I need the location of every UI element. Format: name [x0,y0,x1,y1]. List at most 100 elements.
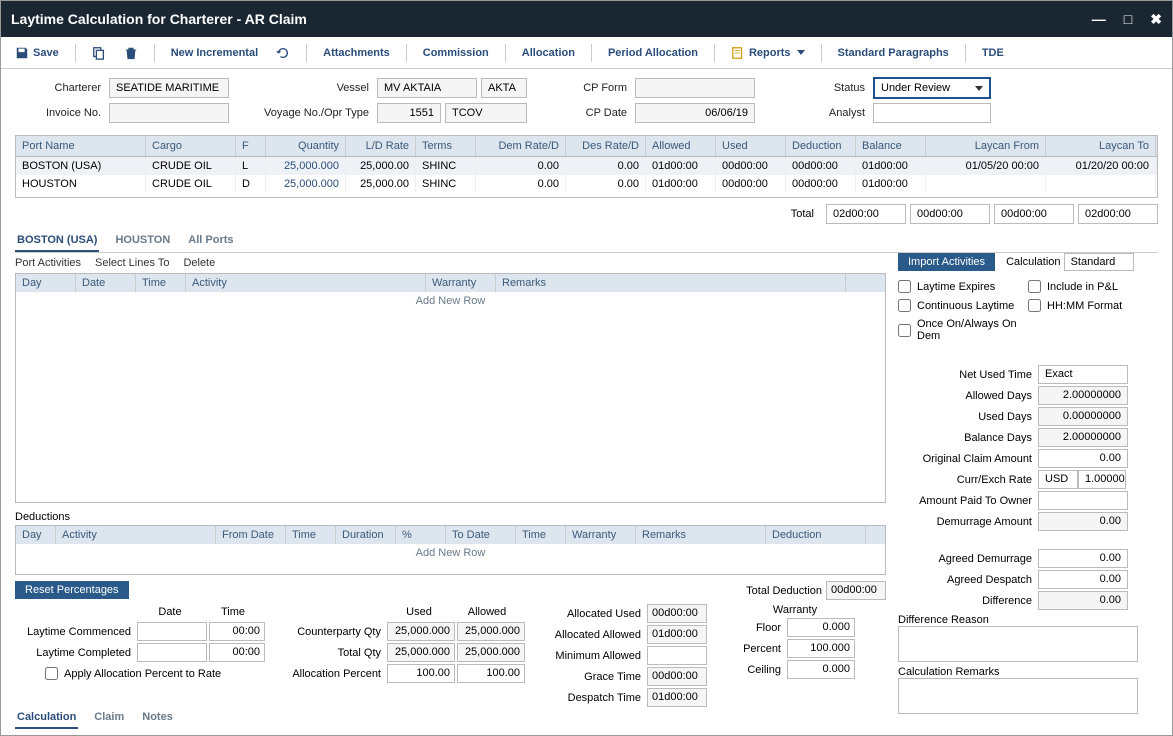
calculation-select[interactable]: Standard [1064,253,1134,271]
min-allowed-value[interactable] [647,646,707,665]
bottom-tab[interactable]: Calculation [15,707,78,729]
detail-value[interactable]: Exact [1038,365,1128,384]
tde-button[interactable]: TDE [976,43,1010,63]
activities-sublink[interactable]: Select Lines To [95,257,169,269]
deductions-col-header[interactable]: Time [286,526,336,544]
activities-sublink[interactable]: Delete [183,257,215,269]
reset-percentages-button[interactable]: Reset Percentages [15,581,129,599]
period-allocation-button[interactable]: Period Allocation [602,43,704,63]
difference-reason-field[interactable] [898,626,1138,662]
bottom-tab[interactable]: Notes [140,707,175,729]
cp-form-field[interactable] [635,78,755,98]
close-icon[interactable]: ✖ [1150,11,1162,28]
option-checkbox[interactable] [898,324,911,337]
deductions-col-header[interactable]: To Date [446,526,516,544]
agreed-value[interactable]: 0.00 [1038,549,1128,568]
bottom-tab[interactable]: Claim [92,707,126,729]
new-incremental-button[interactable]: New Incremental [165,43,264,63]
save-button[interactable]: Save [9,42,65,64]
agreed-value[interactable]: 0.00 [1038,570,1128,589]
analyst-field[interactable] [873,103,991,123]
percent-value[interactable]: 100.000 [787,639,855,658]
ports-col-header[interactable]: L/D Rate [346,136,416,156]
deductions-col-header[interactable]: Time [516,526,566,544]
port-tab[interactable]: HOUSTON [113,230,172,252]
ports-col-header[interactable]: Allowed [646,136,716,156]
alloc-pct-used[interactable]: 100.00 [387,664,455,683]
ports-col-header[interactable]: Laycan To [1046,136,1156,156]
activities-grid-body[interactable]: Add New Row [16,292,885,502]
detail-value[interactable]: 0.00 [1038,449,1128,468]
add-activity-row[interactable]: Add New Row [16,292,885,310]
apply-allocation-checkbox[interactable] [45,667,58,680]
ports-col-header[interactable]: Des Rate/D [566,136,646,156]
floor-value[interactable]: 0.000 [787,618,855,637]
activities-col-header[interactable]: Time [136,274,186,292]
cp-date-field[interactable]: 06/06/19 [635,103,755,123]
ports-col-header[interactable]: Deduction [786,136,856,156]
activities-col-header[interactable]: Activity [186,274,426,292]
ports-col-header[interactable]: Balance [856,136,926,156]
option-checkbox[interactable] [898,280,911,293]
ports-col-header[interactable]: Cargo [146,136,236,156]
allocation-button[interactable]: Allocation [516,43,581,63]
ports-row[interactable]: BOSTON (USA)CRUDE OILL25,000.00025,000.0… [16,157,1157,175]
ports-col-header[interactable]: F [236,136,266,156]
minimize-icon[interactable]: — [1092,11,1106,27]
alloc-pct-allowed[interactable]: 100.00 [457,664,525,683]
commission-button[interactable]: Commission [417,43,495,63]
port-tab[interactable]: All Ports [186,230,235,252]
ports-col-header[interactable]: Laycan From [926,136,1046,156]
deductions-col-header[interactable]: Deduction [766,526,866,544]
deductions-col-header[interactable]: Remarks [636,526,766,544]
charterer-field[interactable]: SEATIDE MARITIME [109,78,229,98]
deductions-grid-body[interactable]: Add New Row [16,544,885,574]
import-activities-button[interactable]: Import Activities [898,253,995,271]
calc-remarks-field[interactable] [898,678,1138,714]
option-checkbox[interactable] [1028,280,1041,293]
attachments-button[interactable]: Attachments [317,43,396,63]
laytime-commenced-date[interactable] [137,622,207,641]
delete-button[interactable] [118,42,144,64]
detail-value[interactable]: 1.00000 [1078,470,1126,489]
maximize-icon[interactable]: □ [1124,11,1132,27]
ports-col-header[interactable]: Port Name [16,136,146,156]
ports-col-header[interactable]: Dem Rate/D [476,136,566,156]
standard-paragraphs-button[interactable]: Standard Paragraphs [832,43,955,63]
opr-type-field[interactable]: TCOV [445,103,527,123]
option-checkbox[interactable] [1028,299,1041,312]
laytime-commenced-time[interactable]: 00:00 [209,622,265,641]
port-tab[interactable]: BOSTON (USA) [15,230,99,252]
add-deduction-row[interactable]: Add New Row [16,544,885,562]
vessel-code-field[interactable]: AKTA [481,78,527,98]
deductions-col-header[interactable]: % [396,526,446,544]
activities-col-header[interactable]: Day [16,274,76,292]
status-select[interactable]: Under Review [873,77,991,99]
reports-button[interactable]: Reports [725,42,811,64]
deductions-col-header[interactable]: Duration [336,526,396,544]
copy-button[interactable] [86,42,112,64]
ports-col-header[interactable]: Used [716,136,786,156]
detail-prefix[interactable]: USD [1038,470,1078,489]
activities-col-header[interactable]: Date [76,274,136,292]
ports-col-header[interactable]: Quantity [266,136,346,156]
ports-col-header[interactable]: Terms [416,136,476,156]
detail-value[interactable] [1038,491,1128,510]
voyage-no-field[interactable]: 1551 [377,103,441,123]
option-checkbox[interactable] [898,299,911,312]
vessel-field[interactable]: MV AKTAIA [377,78,477,98]
deductions-col-header[interactable]: Activity [56,526,216,544]
detail-row: Demurrage Amount0.00 [898,512,1158,531]
refresh-button[interactable] [270,42,296,64]
activities-sublink[interactable]: Port Activities [15,257,81,269]
invoice-no-field[interactable] [109,103,229,123]
ceiling-value[interactable]: 0.000 [787,660,855,679]
laytime-completed-date[interactable] [137,643,207,662]
ports-row[interactable]: HOUSTONCRUDE OILD25,000.00025,000.00SHIN… [16,175,1157,193]
activities-col-header[interactable]: Warranty [426,274,496,292]
deductions-col-header[interactable]: Warranty [566,526,636,544]
activities-col-header[interactable]: Remarks [496,274,846,292]
laytime-completed-time[interactable]: 00:00 [209,643,265,662]
deductions-col-header[interactable]: From Date [216,526,286,544]
deductions-col-header[interactable]: Day [16,526,56,544]
